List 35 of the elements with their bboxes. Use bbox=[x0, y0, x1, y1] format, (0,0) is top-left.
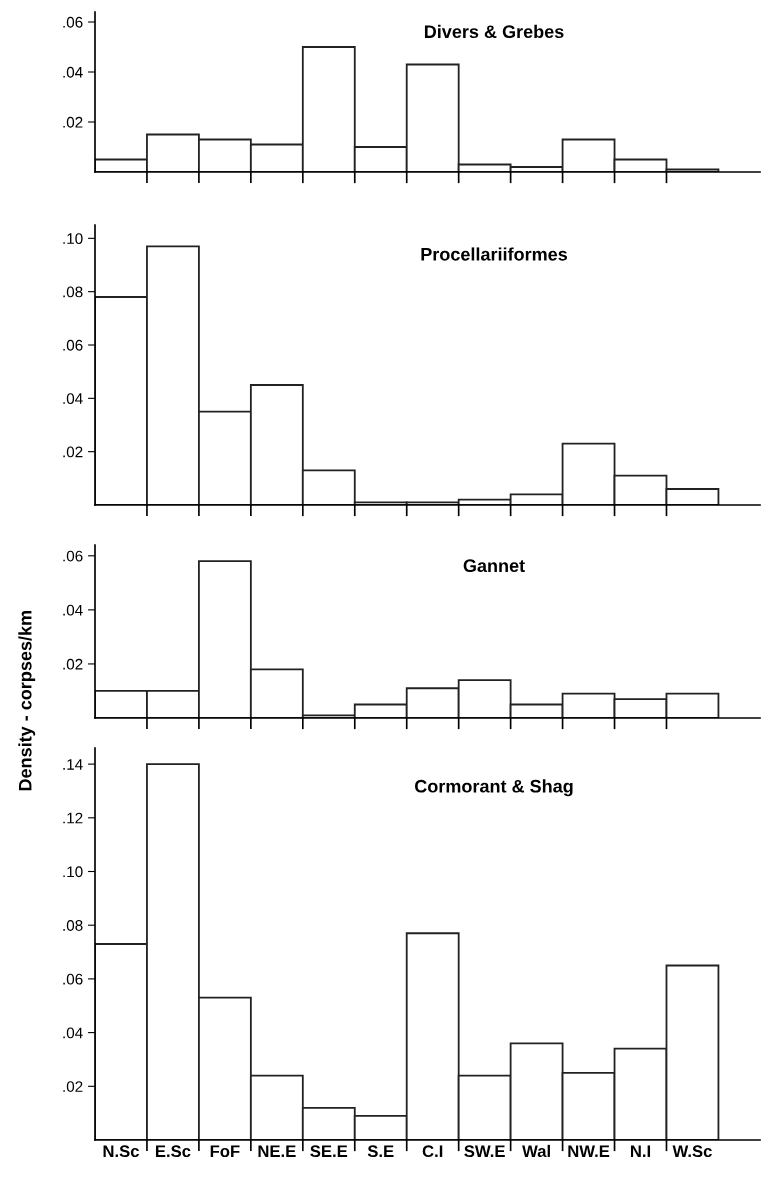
y-tick-label: .02 bbox=[63, 116, 83, 128]
y-tick-label: .14 bbox=[63, 759, 83, 770]
y-tick-label: .08 bbox=[63, 286, 83, 298]
y-tick-label: .12 bbox=[63, 812, 83, 824]
text: Procellariiformes bbox=[421, 247, 568, 261]
y-tick-label: .04 bbox=[63, 604, 83, 616]
x-tick-label: NW.E bbox=[568, 1145, 610, 1157]
y-axis-title: Density - corpses/km bbox=[18, 611, 36, 791]
x-tick-label: N.I bbox=[630, 1145, 651, 1157]
text: Gannet bbox=[463, 559, 525, 573]
text: Cormorant & Shag bbox=[414, 779, 573, 797]
y-tick-label: .06 bbox=[63, 339, 83, 351]
x-tick-label: FoF bbox=[210, 1145, 240, 1158]
y-tick-label: .04 bbox=[63, 66, 83, 78]
y-tick-label: .04 bbox=[63, 1027, 83, 1039]
y-tick-label: .02 bbox=[63, 658, 83, 670]
y-tick-label: .04 bbox=[63, 393, 83, 405]
x-tick-label: W.Sc bbox=[672, 1145, 712, 1158]
x-tick-label: Wal bbox=[522, 1144, 550, 1158]
x-tick-label: S.E bbox=[367, 1145, 394, 1158]
x-tick-label: SW.E bbox=[464, 1145, 505, 1158]
text: Divers & Grebes bbox=[424, 24, 564, 39]
x-tick-label: E.Sc bbox=[155, 1145, 191, 1158]
y-tick-label: .10 bbox=[63, 866, 83, 878]
y-tick-label: .06 bbox=[63, 550, 83, 562]
y-tick-label: .02 bbox=[63, 1081, 83, 1092]
x-tick-label: N.Sc bbox=[103, 1145, 140, 1158]
x-tick-label: C.I bbox=[422, 1145, 443, 1158]
y-tick-label: .06 bbox=[63, 973, 83, 985]
x-tick-label: NE.E bbox=[258, 1145, 296, 1157]
y-tick-label: .10 bbox=[63, 233, 83, 245]
x-tick-label: SE.E bbox=[310, 1145, 348, 1158]
y-tick-label: .08 bbox=[63, 920, 83, 931]
y-tick-label: .06 bbox=[63, 16, 83, 28]
y-tick-label: .02 bbox=[63, 446, 83, 458]
